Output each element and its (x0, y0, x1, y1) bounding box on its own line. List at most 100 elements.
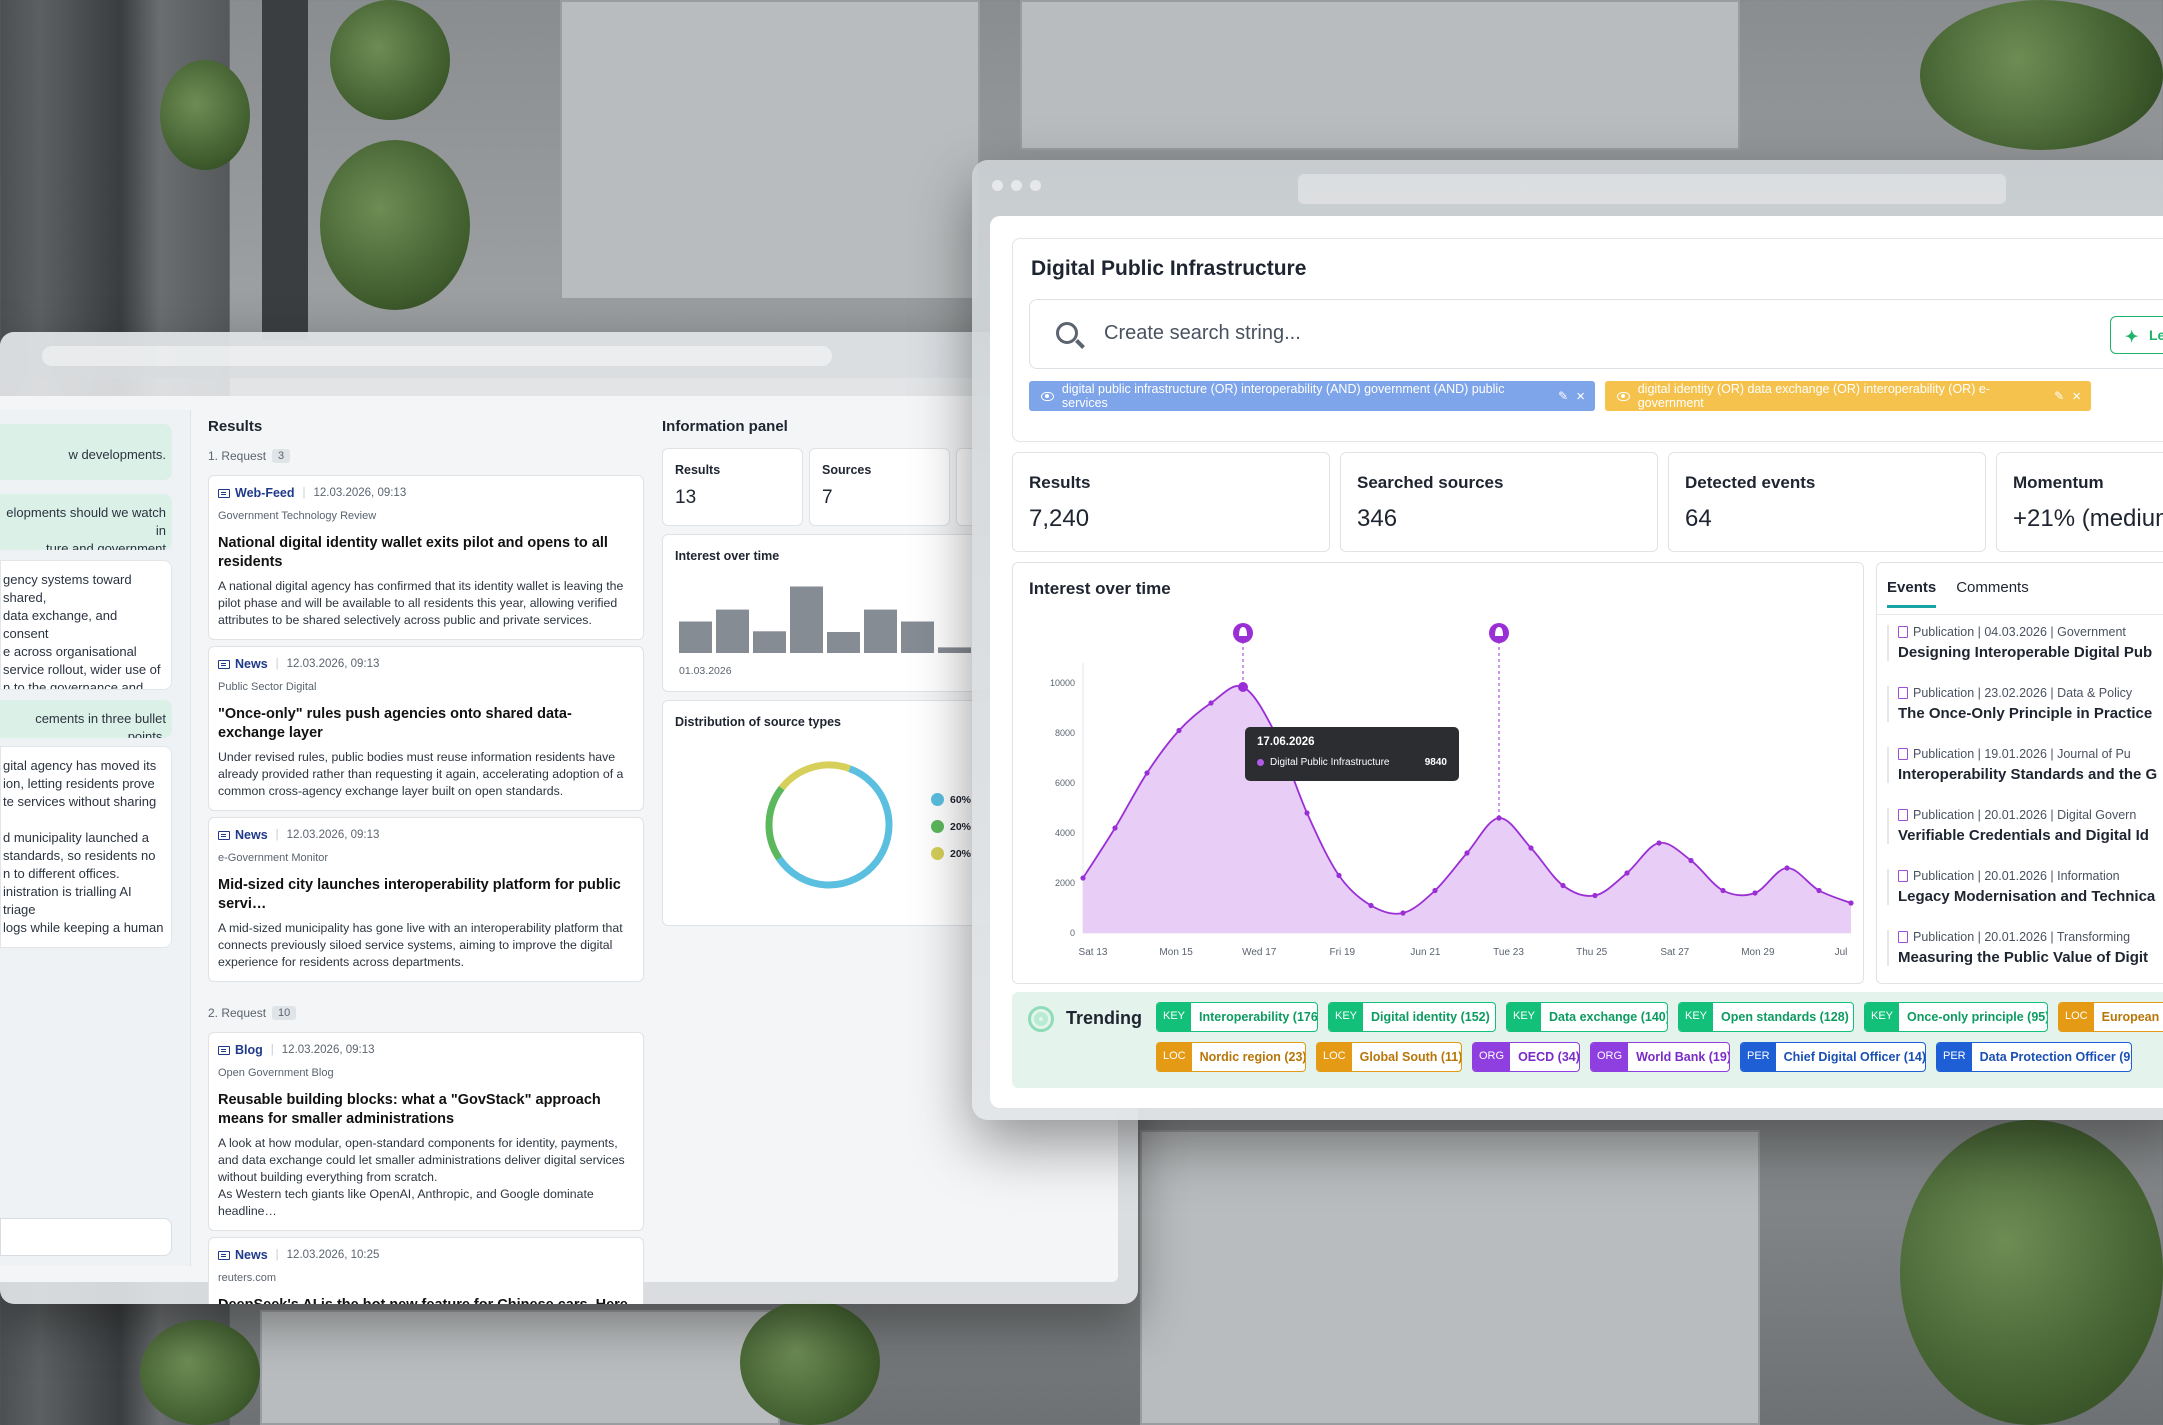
eye-icon[interactable] (1041, 391, 1054, 401)
close-icon[interactable]: × (1576, 387, 1585, 405)
tag-text: Data exchange (140) (1549, 1010, 1668, 1024)
query-chip[interactable]: digital public infrastructure (OR) inter… (1029, 381, 1595, 411)
tag-text: Once-only principle (95) (1907, 1010, 2048, 1024)
data-point[interactable] (1592, 892, 1598, 899)
address-bar (42, 346, 832, 366)
left-window-titlebar (0, 332, 1138, 378)
result-title[interactable]: "Once-only" rules push agencies onto sha… (218, 706, 572, 741)
search-input[interactable]: Create search string... (1104, 322, 1301, 344)
document-icon (1898, 870, 1908, 882)
request-count-badge: 3 (272, 449, 291, 463)
result-card[interactable]: News | 12.03.2026, 10:25 reuters.com DeepSee… (208, 1237, 644, 1304)
close-icon[interactable]: × (2072, 387, 2081, 405)
result-source: reuters.com (218, 1272, 277, 1284)
data-point[interactable] (1752, 890, 1758, 896)
result-source: Open Government Blog (218, 1067, 334, 1079)
trending-tag[interactable]: KEY Digital identity (152) (1328, 1002, 1496, 1032)
tag-kind: KEY (1507, 1003, 1542, 1031)
trending-tag[interactable]: ORG OECD (34) (1472, 1042, 1580, 1072)
result-title[interactable]: Mid-sized city launches interoperability… (218, 877, 621, 912)
trending-tag[interactable]: PER Data Protection Officer (9) (1936, 1042, 2132, 1072)
results-stat: Results 13 (662, 448, 803, 526)
source-type: Web-Feed (218, 486, 295, 500)
trending-tag[interactable]: KEY Data exchange (140) (1506, 1002, 1668, 1032)
event-item[interactable]: Publication | 19.01.2026 | Journal of Pu… (1887, 747, 2163, 783)
data-point[interactable] (1816, 887, 1822, 894)
result-title[interactable]: Reusable building blocks: what a "GovSta… (218, 1092, 601, 1127)
data-point[interactable] (1688, 857, 1694, 864)
tab-events[interactable]: Events (1887, 579, 1937, 608)
event-item[interactable]: Publication | 04.03.2026 | Government Des… (1887, 625, 2163, 661)
query-chip-text: digital identity (OR) data exchange (OR)… (1637, 382, 1990, 410)
result-title[interactable]: National digital identity wallet exits p… (218, 535, 608, 570)
data-point[interactable] (1400, 910, 1406, 916)
data-point[interactable] (1560, 882, 1566, 889)
data-point[interactable] (1208, 700, 1214, 706)
window-dot[interactable] (1030, 180, 1041, 191)
legend-item: 60% (931, 793, 971, 806)
source-type: Blog (218, 1043, 263, 1057)
data-point[interactable] (1432, 887, 1438, 894)
data-point[interactable] (1624, 870, 1630, 876)
tab-comments[interactable]: Comments (1956, 579, 2029, 596)
event-item[interactable]: Publication | 20.01.2026 | Transforming M… (1887, 930, 2163, 966)
result-card[interactable]: Web-Feed | 12.03.2026, 09:13 Government Tec… (208, 475, 644, 640)
y-tick-label: 0 (1070, 928, 1075, 938)
event-meta-text: Publication | 23.02.2026 | Data & Policy (1913, 686, 2133, 700)
tooltip-series: Digital Public Infrastructure (1270, 757, 1390, 768)
kpi-value: 346 (1357, 505, 1398, 532)
search-bar[interactable]: Create search string... ✦ Let (1029, 299, 2163, 369)
trending-tag[interactable]: PER Chief Digital Officer (14) (1740, 1042, 1926, 1072)
event-item[interactable]: Publication | 20.01.2026 | Digital Gover… (1887, 808, 2163, 844)
trending-tag[interactable]: ORG World Bank (19) (1590, 1042, 1730, 1072)
result-card[interactable]: News | 12.03.2026, 09:13 Public Sector Digi… (208, 646, 644, 811)
eye-icon[interactable] (1617, 391, 1630, 401)
tooltip-date: 17.06.2026 (1257, 736, 1315, 748)
data-point[interactable] (1784, 865, 1790, 871)
ai-assist-button[interactable]: ✦ Let (2110, 316, 2163, 354)
legend-label: 20% (950, 847, 972, 860)
trending-tag[interactable]: LOC Nordic region (23) (1156, 1042, 1306, 1072)
trending-tag[interactable]: KEY Interoperability (176) (1156, 1002, 1318, 1032)
data-point[interactable] (1112, 825, 1118, 831)
y-tick-label: 8000 (1055, 728, 1075, 738)
chat-column: w developments. elopments should we watc… (0, 410, 191, 1266)
data-point[interactable] (1720, 887, 1726, 894)
bell-icon-glyph (1495, 627, 1503, 636)
legend-swatch (931, 820, 944, 833)
data-point[interactable] (1464, 850, 1470, 856)
window-dot[interactable] (1011, 180, 1022, 191)
data-point[interactable] (1656, 840, 1662, 846)
trending-tag[interactable]: LOC European Union (2058, 1002, 2163, 1032)
data-point[interactable] (1848, 900, 1854, 906)
tag-kind: LOC (1157, 1043, 1192, 1071)
query-chip-text: digital public infrastructure (OR) inter… (1061, 382, 1505, 410)
data-point[interactable] (1336, 872, 1342, 879)
legend-item: 20% (931, 820, 971, 833)
window-dot[interactable] (992, 180, 1003, 191)
bg-building (260, 1310, 780, 1425)
data-point[interactable] (1528, 845, 1534, 851)
result-card[interactable]: Blog | 12.03.2026, 09:13 Open Government Bl… (208, 1032, 644, 1231)
trending-tag[interactable]: LOC Global South (11) (1316, 1042, 1462, 1072)
pencil-icon[interactable]: ✎ (1558, 389, 1569, 403)
event-title: The Once-Only Principle in Practice (1898, 705, 2153, 722)
pencil-icon[interactable]: ✎ (2054, 389, 2065, 403)
trending-tag[interactable]: KEY Open standards (128) (1678, 1002, 1854, 1032)
data-point[interactable] (1368, 902, 1374, 909)
result-card[interactable]: News | 12.03.2026, 09:13 e-Government Monit… (208, 817, 644, 982)
result-title[interactable]: DeepSeek's AI is the hot new feature for… (218, 1296, 635, 1304)
chat-message-assistant: gital agency has moved its ion, letting … (0, 746, 172, 948)
data-point[interactable] (1304, 810, 1310, 816)
trending-tag[interactable]: KEY Once-only principle (95) (1864, 1002, 2048, 1032)
data-point[interactable] (1176, 727, 1182, 734)
query-chip[interactable]: digital identity (OR) data exchange (OR)… (1605, 381, 2091, 411)
result-card-meta: News | 12.03.2026, 10:25 (218, 1248, 635, 1262)
data-point[interactable] (1080, 875, 1086, 881)
tag-text: Open standards (128) (1721, 1010, 1849, 1024)
chat-input[interactable] (0, 1218, 172, 1256)
highlight-point[interactable] (1238, 682, 1248, 692)
event-item[interactable]: Publication | 20.01.2026 | Information Le… (1887, 869, 2163, 905)
data-point[interactable] (1144, 770, 1150, 776)
event-item[interactable]: Publication | 23.02.2026 | Data & Policy… (1887, 686, 2163, 722)
